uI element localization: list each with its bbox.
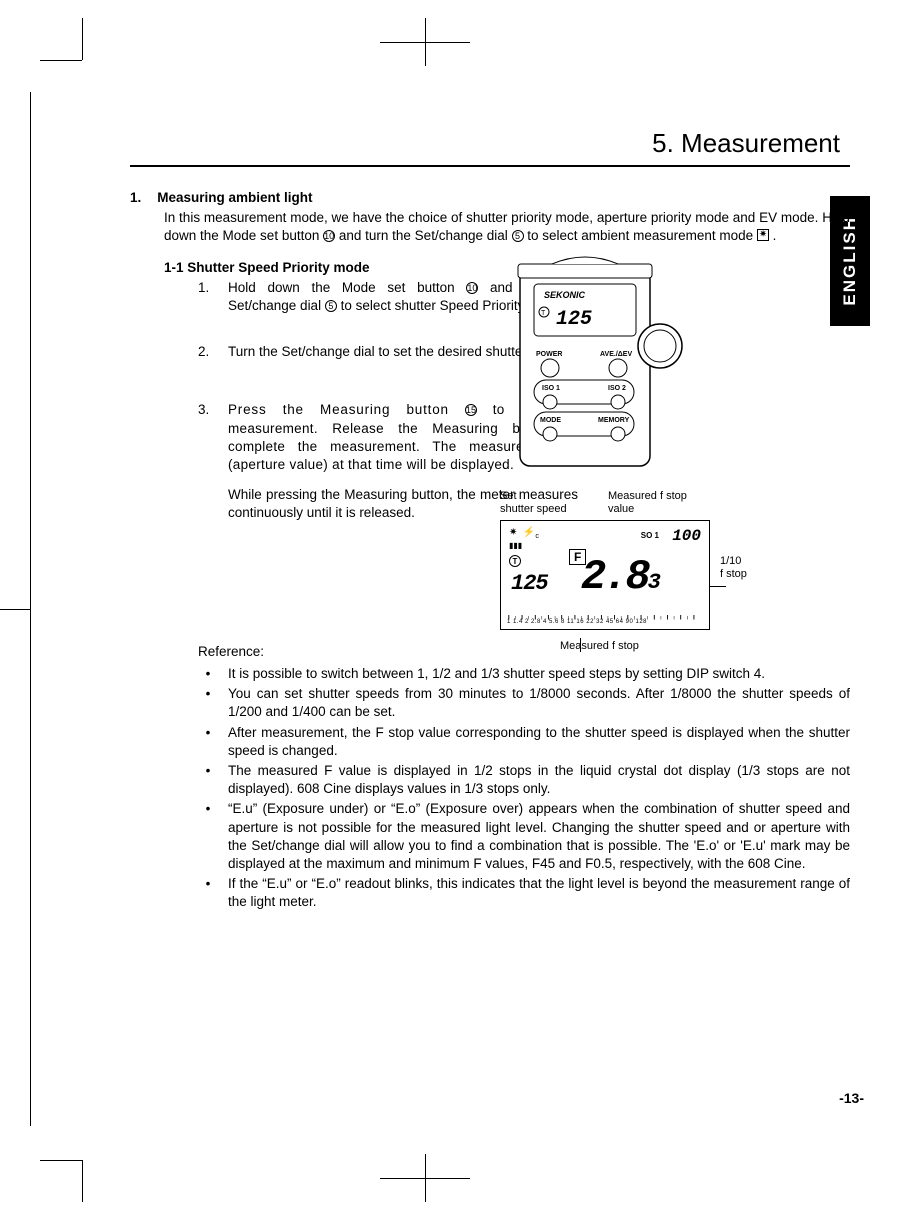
device-figure: SEKONIC T 125 POWER AVE./ΔEV ISO 1 ISO 2… xyxy=(500,256,690,476)
svg-text:MODE: MODE xyxy=(540,417,561,424)
crop-mark xyxy=(425,18,426,66)
reference-bullet: • xyxy=(198,800,218,873)
crop-mark xyxy=(40,1160,82,1161)
reference-text: “E.u” (Exposure under) or “E.o” (Exposur… xyxy=(228,800,850,873)
pointer-line xyxy=(710,586,726,587)
reference-item: • You can set shutter speeds from 30 minu… xyxy=(198,685,850,721)
section-1: 1. Measuring ambient light In this measu… xyxy=(130,189,850,246)
label-set-shutter: Set shutter speed xyxy=(500,490,580,516)
t-indicator: T xyxy=(509,555,521,567)
step-number: 1. xyxy=(198,279,214,315)
label-tenth-fstop: 1/10 f stop xyxy=(720,555,747,581)
chapter-title: 5. Measurement xyxy=(130,128,850,167)
reference-text: If the “E.u” or “E.o” readout blinks, th… xyxy=(228,875,850,911)
iso-value: 100 xyxy=(672,527,701,545)
reference-text: After measurement, the F stop value corr… xyxy=(228,724,850,760)
crop-mark xyxy=(82,1160,83,1202)
shutter-value: 125 xyxy=(511,571,548,596)
reference-item: • After measurement, the F stop value cor… xyxy=(198,724,850,760)
reference-bullet: • xyxy=(198,724,218,760)
dial-ref-5: 5 xyxy=(512,230,524,242)
brand-label: SEKONIC xyxy=(544,290,586,300)
svg-text:MEMORY: MEMORY xyxy=(598,417,630,424)
button-ref-10: 10 xyxy=(323,230,335,242)
lcd-screen: ✷ ⚡c SO 1 100 ▮▮▮ T F 125 2.83 ┃╷┃╷┃╷┃╷┃… xyxy=(500,520,710,630)
iso-label: SO 1 xyxy=(641,531,659,540)
reference-item: •“E.u” (Exposure under) or “E.o” (Exposu… xyxy=(198,800,850,873)
svg-text:AVE./ΔEV: AVE./ΔEV xyxy=(600,351,632,358)
button-ref-15: 15 xyxy=(465,404,477,416)
reference-text: You can set shutter speeds from 30 minut… xyxy=(228,685,850,721)
section-1-heading: 1. Measuring ambient light xyxy=(130,189,850,207)
section-title: Measuring ambient light xyxy=(157,189,312,207)
reference-item: • If the “E.u” or “E.o” readout blinks, t… xyxy=(198,875,850,911)
crop-mark xyxy=(82,18,83,60)
lcd-mode-icons: ✷ ⚡c xyxy=(509,527,539,540)
reference-bullet: • xyxy=(198,685,218,721)
lcd-top-labels: Set shutter speed Measured f stop value xyxy=(500,490,760,516)
svg-text:POWER: POWER xyxy=(536,351,562,358)
svg-text:ISO 2: ISO 2 xyxy=(608,385,626,392)
aperture-value: 2.83 xyxy=(581,553,658,601)
button-ref-10: 10 xyxy=(466,282,478,294)
reference-text: The measured F value is displayed in 1/2… xyxy=(228,762,850,798)
reference-section: Reference: •It is possible to switch bet… xyxy=(198,643,850,912)
label-measured-fstop-value: Measured f stop value xyxy=(608,490,687,516)
page: ENGLISH 5. Measurement 1. Measuring ambi… xyxy=(0,0,900,1218)
crop-mark xyxy=(40,60,82,61)
reference-bullet: • xyxy=(198,762,218,798)
reference-bullet: • xyxy=(198,875,218,911)
reference-item: • It is possible to switch between 1, 1/2… xyxy=(198,665,850,683)
crop-mark xyxy=(425,1154,426,1202)
section-number: 1. xyxy=(130,189,141,207)
crop-mark xyxy=(0,609,30,610)
ambient-mode-icon xyxy=(757,229,769,241)
f-stop-scale: ┃╷┃╷┃╷┃╷┃╷┃╷┃╷┃╷┃╷┃╷┃╷┃╷┃╷┃╷┃ 1 1.4 2 2.… xyxy=(507,615,703,625)
pointer-line xyxy=(580,638,581,652)
step-number: 2. xyxy=(198,343,214,361)
svg-text:125: 125 xyxy=(556,308,592,331)
svg-text:T: T xyxy=(541,310,546,317)
svg-text:ISO 1: ISO 1 xyxy=(542,385,560,392)
reference-text: It is possible to switch between 1, 1/2 … xyxy=(228,665,850,683)
reference-item: • The measured F value is displayed in 1/… xyxy=(198,762,850,798)
section-1-body: In this measurement mode, we have the ch… xyxy=(164,209,850,245)
page-number: -13- xyxy=(839,1090,864,1106)
reference-bullet: • xyxy=(198,665,218,683)
dial-ref-5: 5 xyxy=(325,300,337,312)
label-measured-fstop: Measured f stop xyxy=(560,640,760,652)
step-number: 3. xyxy=(198,401,214,522)
